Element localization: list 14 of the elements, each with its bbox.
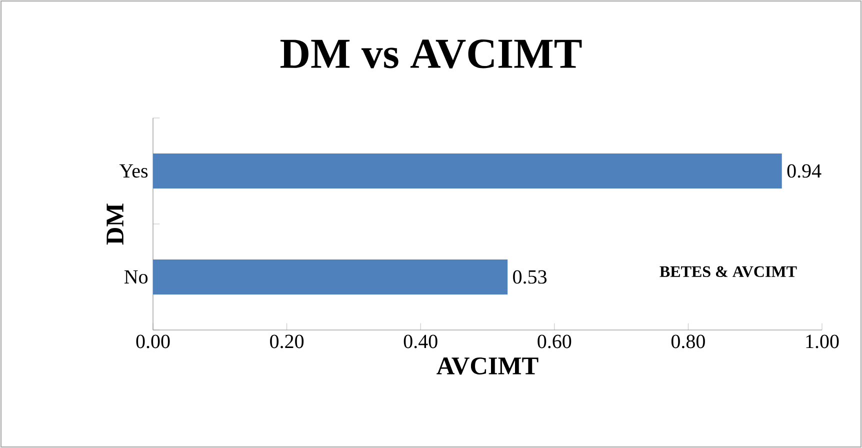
x-tick-label: 0.40 xyxy=(404,334,438,348)
x-tick-label: 0.20 xyxy=(270,334,304,348)
chart-title: DM vs AVCIMT xyxy=(280,40,582,68)
x-tick-label: 1.00 xyxy=(806,334,839,348)
data-label: 0.53 xyxy=(513,270,547,284)
annotation: BETES & AVCIMT xyxy=(660,266,797,278)
x-tick-label: 0.80 xyxy=(671,334,705,348)
x-tick-label: 0.00 xyxy=(136,334,170,348)
x-tick-label: 0.60 xyxy=(538,334,572,348)
data-label: 0.94 xyxy=(787,164,822,178)
y-tick-label: Yes xyxy=(119,164,148,178)
y-tick-label: No xyxy=(124,270,148,284)
y-axis-title: DM xyxy=(106,204,124,245)
x-axis-title: AVCIMT xyxy=(436,357,538,375)
